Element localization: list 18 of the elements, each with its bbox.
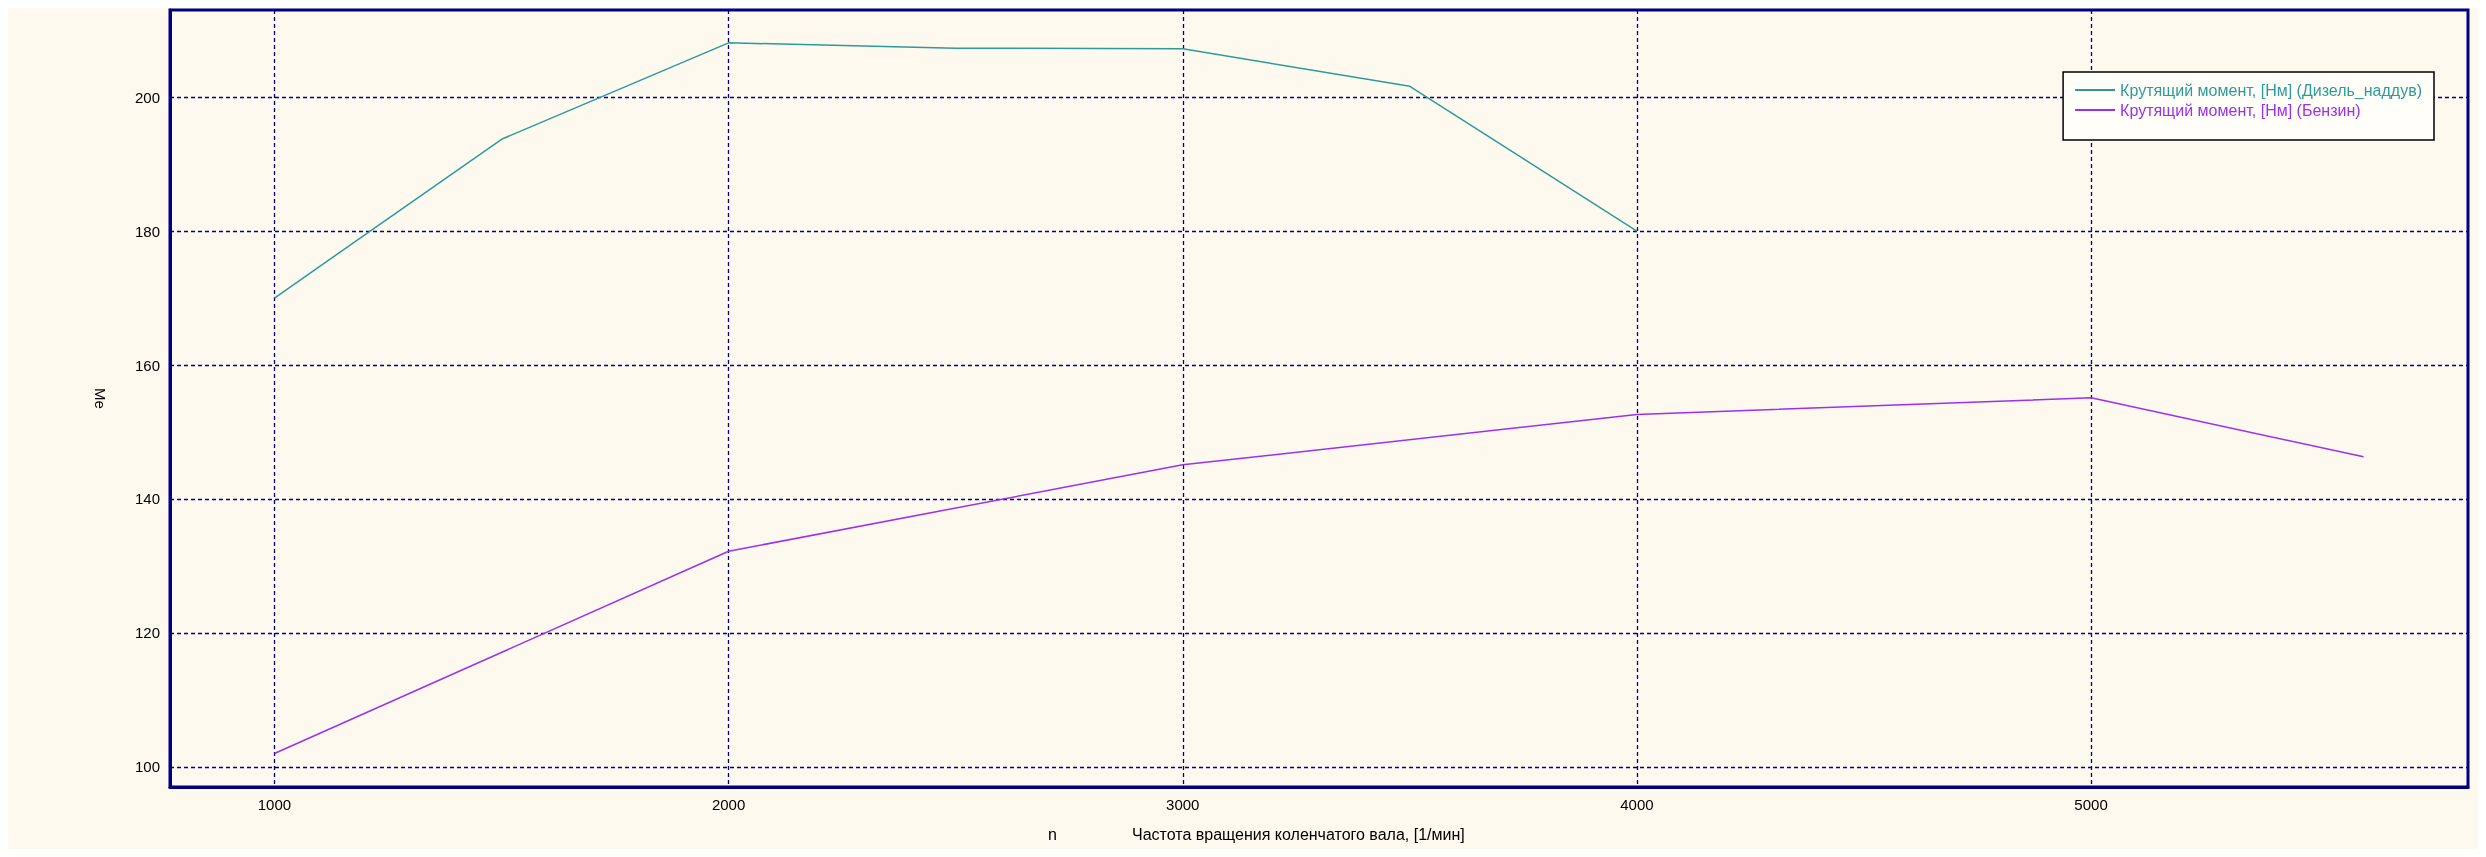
legend-label: Крутящий момент, [Нм] (Бензин) [2120,101,2361,119]
y-axis-title: Me [92,388,109,409]
text: n [1048,825,1057,843]
y-tick-label: 100 [134,758,160,776]
y-tick-label: 120 [134,624,160,642]
line-series [273,397,2365,755]
legend-label: Крутящий момент, [Нм] (Дизель_наддув) [2120,81,2423,100]
y-tick-label: 180 [134,222,160,240]
y-tick-label: 160 [134,356,160,374]
x-tick-label: 5000 [2074,796,2108,813]
x-axis-title: Частота вращения коленчатого вала, [1/мин] [1132,825,1465,843]
x-tick-label: 3000 [1166,796,1200,813]
y-tick-label: 140 [134,490,160,508]
x-tick-label: 1000 [257,796,292,813]
line-series [273,42,1638,299]
x-tick-label: 4000 [1620,796,1654,813]
x-tick-label: 2000 [711,796,746,813]
y-tick-label: 200 [134,88,160,106]
